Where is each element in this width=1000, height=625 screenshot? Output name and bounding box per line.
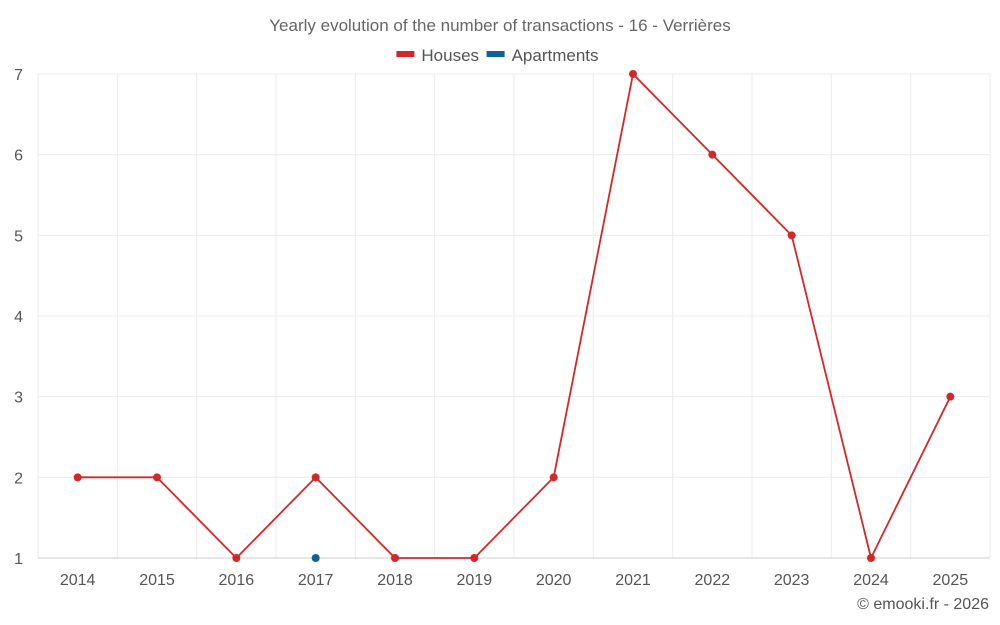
legend-item-houses[interactable]: Houses bbox=[396, 46, 479, 65]
y-tick-label: 5 bbox=[14, 228, 23, 245]
data-point bbox=[946, 392, 955, 401]
data-point bbox=[391, 554, 399, 562]
legend-label: Apartments bbox=[512, 46, 599, 65]
x-tick-label: 2020 bbox=[536, 572, 572, 589]
y-tick-label: 1 bbox=[14, 551, 23, 568]
data-point bbox=[73, 473, 82, 482]
y-tick-label: 2 bbox=[14, 470, 23, 487]
x-tick-label: 2018 bbox=[377, 572, 413, 589]
x-axis: 2014 2015 2016 2017 2018 2019 2020 2021 2022 2023… bbox=[60, 572, 968, 589]
data-point bbox=[470, 554, 479, 562]
x-tick-label: 2014 bbox=[60, 572, 96, 589]
footer-credit: © emooki.fr - 2026 bbox=[857, 596, 989, 613]
y-tick-label: 6 bbox=[14, 148, 23, 165]
y-tick-label: 4 bbox=[14, 309, 23, 326]
legend-swatch bbox=[486, 51, 505, 57]
data-point bbox=[867, 554, 875, 562]
x-tick-label: 2024 bbox=[853, 572, 889, 589]
x-tick-label: 2022 bbox=[695, 572, 731, 589]
x-tick-label: 2023 bbox=[774, 572, 810, 589]
chart-title: Yearly evolution of the number of transa… bbox=[269, 16, 730, 35]
data-point bbox=[549, 473, 558, 482]
series-apartments bbox=[311, 554, 320, 562]
data-point bbox=[787, 231, 796, 240]
data-point bbox=[708, 150, 717, 159]
data-point bbox=[629, 70, 637, 78]
y-axis: 1 2 3 4 5 6 7 bbox=[14, 67, 23, 568]
x-tick-label: 2021 bbox=[615, 572, 651, 589]
series-houses bbox=[73, 70, 955, 562]
legend-label: Houses bbox=[421, 46, 479, 65]
legend-item-apartments[interactable]: Apartments bbox=[486, 46, 599, 65]
x-tick-label: 2025 bbox=[933, 572, 969, 589]
data-point bbox=[232, 554, 241, 562]
legend[interactable]: Houses Apartments bbox=[396, 46, 599, 65]
y-tick-label: 3 bbox=[14, 390, 23, 407]
data-point bbox=[311, 473, 320, 482]
x-tick-label: 2016 bbox=[219, 572, 255, 589]
grid bbox=[37, 73, 991, 559]
y-tick-label: 7 bbox=[14, 67, 23, 84]
x-tick-label: 2017 bbox=[298, 572, 334, 589]
series-line bbox=[77, 73, 952, 559]
x-tick-label: 2015 bbox=[139, 572, 175, 589]
x-tick-label: 2019 bbox=[457, 572, 493, 589]
data-point bbox=[311, 554, 320, 562]
series bbox=[73, 70, 955, 562]
legend-swatch bbox=[396, 51, 415, 57]
data-point bbox=[153, 473, 161, 482]
